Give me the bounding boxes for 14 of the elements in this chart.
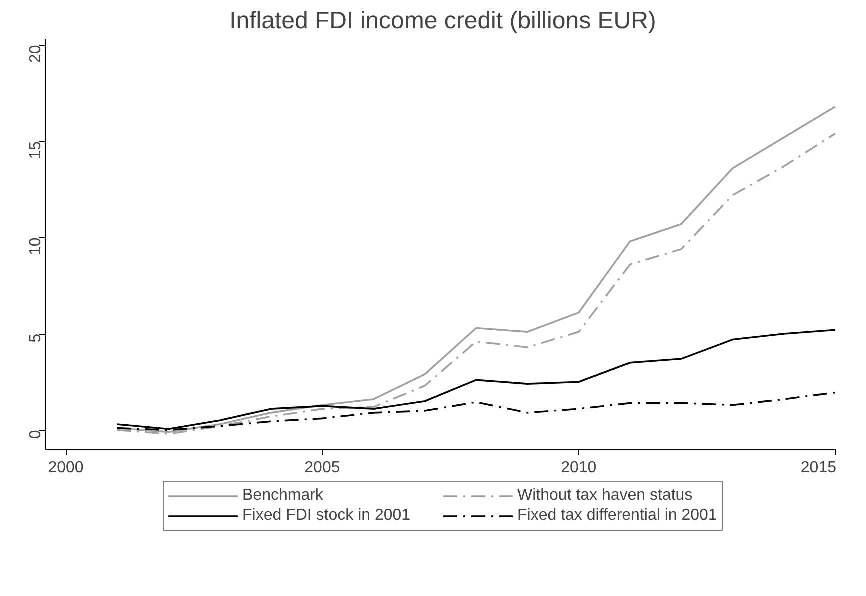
chart-title: Inflated FDI income credit (billions EUR) bbox=[230, 8, 656, 34]
legend-label: Without tax haven status bbox=[518, 487, 694, 505]
y-tick-label: 20 bbox=[28, 45, 44, 64]
y-tick-label: 15 bbox=[28, 141, 44, 160]
x-tick-label: 2015 bbox=[800, 460, 837, 476]
y-tick-label: 0 bbox=[28, 430, 44, 440]
x-tick-label: 2000 bbox=[48, 460, 84, 476]
legend-label: Fixed FDI stock in 2001 bbox=[242, 507, 412, 525]
y-tick-label: 5 bbox=[28, 334, 44, 343]
x-tick-label: 2010 bbox=[561, 460, 597, 476]
x-tick-label: 2005 bbox=[304, 460, 340, 476]
legend-label: Fixed tax differential in 2001 bbox=[518, 507, 718, 525]
y-tick-label: 10 bbox=[28, 238, 44, 256]
legend-label: Benchmark bbox=[242, 487, 324, 505]
